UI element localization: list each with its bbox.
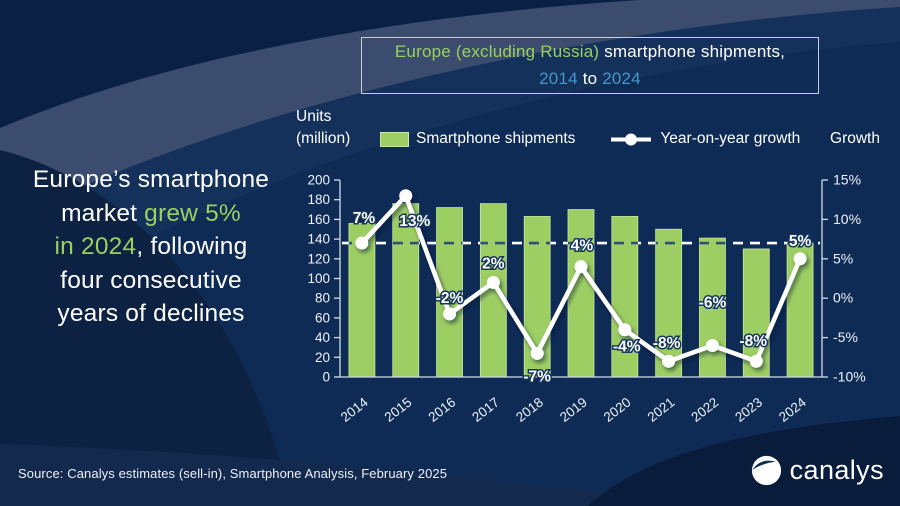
growth-point-2015	[399, 189, 413, 203]
x-tick-label-2023: 2023	[732, 395, 765, 425]
legend-item-growth: Year-on-year growth	[609, 130, 800, 148]
left-tick-label: 100	[307, 271, 330, 286]
x-tick-label-2016: 2016	[425, 395, 458, 425]
growth-label-2017: 2%	[482, 255, 505, 272]
left-tick-label: 200	[307, 173, 330, 188]
growth-label-2022: -6%	[699, 294, 727, 311]
x-tick-label-2015: 2015	[382, 395, 415, 425]
x-tick-label-2020: 2020	[601, 395, 634, 425]
growth-label-2014: 7%	[353, 210, 376, 227]
left-tick-label: 120	[307, 251, 330, 266]
line-swatch-icon	[611, 133, 652, 146]
chart-header: Units (million) Smartphone shipments Yea…	[296, 106, 880, 149]
x-tick-label-2024: 2024	[776, 394, 809, 425]
left-axis-title-line1: Units	[296, 108, 332, 125]
right-tick-label: -5%	[833, 329, 858, 345]
left-axis-title: Units (million)	[296, 106, 350, 149]
growth-point-2024	[793, 252, 807, 266]
legend: Smartphone shipments Year-on-year growth	[380, 130, 800, 149]
shipments-growth-chart: 20018016014012010080604020015%10%5%0%-5%…	[307, 172, 866, 425]
top-light-band	[0, 0, 900, 225]
right-tick-label: 0%	[833, 290, 853, 306]
x-tick-label-2021: 2021	[645, 395, 678, 425]
canalys-logo: canalys	[751, 455, 884, 486]
growth-point-2018	[530, 346, 544, 360]
left-tick-label: 160	[307, 212, 330, 227]
x-tick-label-2019: 2019	[557, 395, 590, 425]
bar-swatch-icon	[380, 131, 409, 147]
title-box: Europe (excluding Russia) smartphone shi…	[361, 37, 819, 94]
growth-point-2017	[486, 275, 500, 289]
mid-subtle-band	[0, 7, 900, 322]
growth-point-2022	[705, 338, 719, 352]
canalys-logo-text: canalys	[789, 455, 884, 485]
left-tick-label: 20	[315, 350, 330, 365]
growth-point-2023	[749, 354, 763, 368]
growth-label-2019: 4%	[571, 238, 594, 255]
bottom-left-footer-band	[0, 444, 700, 506]
growth-label-2015: 13%	[399, 213, 430, 230]
x-tick-label-2014: 2014	[338, 394, 371, 425]
left-tick-label: 180	[307, 192, 330, 207]
left-dark-panel	[0, 150, 292, 506]
growth-label-2016: -2%	[436, 290, 464, 307]
left-tick-label: 80	[315, 291, 330, 306]
growth-label-2018: -7%	[523, 368, 551, 385]
growth-point-2016	[443, 307, 457, 321]
legend-label-growth: Year-on-year growth	[660, 130, 801, 148]
growth-point-2014	[355, 236, 369, 250]
bar-2024	[786, 242, 814, 378]
legend-item-shipments: Smartphone shipments	[380, 130, 575, 148]
top-left-dark-wave	[0, 0, 640, 128]
chart-title: Europe (excluding Russia) smartphone shi…	[394, 42, 786, 88]
growth-point-2020	[618, 323, 632, 337]
growth-point-2019	[574, 260, 588, 274]
right-tick-label: 5%	[833, 250, 853, 266]
source-note: Source: Canalys estimates (sell-in), Sma…	[18, 466, 448, 481]
left-tick-label: 40	[315, 330, 330, 345]
right-tick-label: -10%	[833, 369, 866, 385]
canalys-logo-icon	[751, 455, 781, 486]
bar-2015	[392, 203, 420, 378]
headline: Europe’s smartphone market grew 5% in 2024…	[32, 166, 270, 328]
left-tick-label: 0	[322, 370, 330, 385]
growth-label-2023: -8%	[739, 333, 767, 350]
right-tick-label: 10%	[833, 211, 861, 227]
left-axis-title-line2: (million)	[296, 129, 351, 147]
left-tick-label: 60	[315, 310, 330, 325]
growth-label-2020: -4%	[613, 339, 641, 356]
x-tick-label-2017: 2017	[469, 395, 502, 425]
x-tick-label-2018: 2018	[513, 395, 546, 425]
right-tick-label: 15%	[833, 172, 861, 188]
right-axis-title: Growth	[830, 130, 880, 148]
left-tick-label: 140	[307, 232, 330, 247]
legend-label-shipments: Smartphone shipments	[416, 130, 576, 148]
growth-label-2021: -8%	[653, 335, 681, 352]
growth-label-2024: 5%	[789, 233, 812, 250]
growth-point-2021	[662, 354, 676, 368]
x-tick-label-2022: 2022	[688, 395, 721, 425]
bar-2019	[567, 209, 595, 378]
bottom-right-dark-wave	[588, 416, 900, 506]
